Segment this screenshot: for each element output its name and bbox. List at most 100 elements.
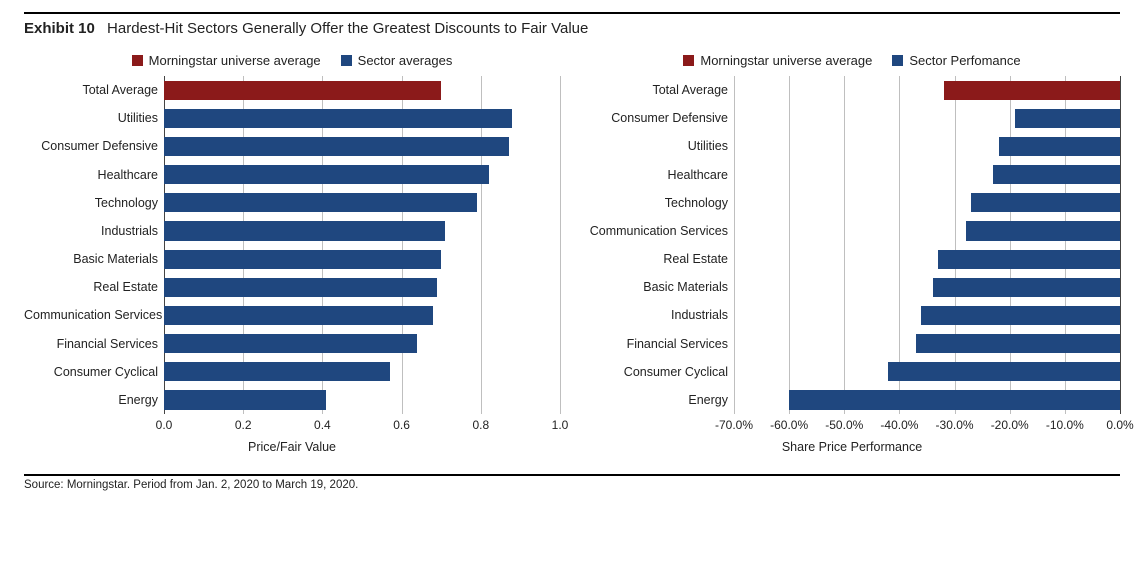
legend-item: Morningstar universe average xyxy=(683,53,872,68)
legend-item: Sector Perfomance xyxy=(892,53,1020,68)
bar-track xyxy=(164,358,560,386)
legend-label: Sector Perfomance xyxy=(909,53,1020,68)
bar-track xyxy=(164,76,560,104)
bar xyxy=(938,250,1120,269)
bar-row: Real Estate xyxy=(24,273,560,301)
category-label: Financial Services xyxy=(24,337,164,351)
category-label: Real Estate xyxy=(24,280,164,294)
category-label: Financial Services xyxy=(584,337,734,351)
xtick-label: 1.0 xyxy=(552,418,569,432)
bar-track xyxy=(734,386,1120,414)
bar-row: Financial Services xyxy=(584,330,1120,358)
bar-row: Total Average xyxy=(584,76,1120,104)
right-chart: Morningstar universe average Sector Perfo… xyxy=(584,53,1120,454)
bar-track xyxy=(734,104,1120,132)
gridline xyxy=(1120,76,1121,414)
xtick-label: -10.0% xyxy=(1046,418,1084,432)
category-label: Consumer Defensive xyxy=(584,111,734,125)
xtick-label: 0.0 xyxy=(156,418,173,432)
bar-row: Technology xyxy=(24,189,560,217)
bar-track xyxy=(164,217,560,245)
bar xyxy=(1015,109,1120,128)
legend-swatch xyxy=(341,55,352,66)
bar xyxy=(164,221,445,240)
bar xyxy=(164,81,441,100)
left-chart: Morningstar universe averageSector avera… xyxy=(24,53,560,454)
bar xyxy=(164,334,417,353)
bar xyxy=(164,250,441,269)
xtick-label: -50.0% xyxy=(825,418,863,432)
bar xyxy=(916,334,1120,353)
exhibit-number: Exhibit 10 xyxy=(24,20,95,37)
xtick-label: 0.4 xyxy=(314,418,331,432)
bar-row: Consumer Defensive xyxy=(584,104,1120,132)
category-label: Consumer Defensive xyxy=(24,139,164,153)
bar-row: Basic Materials xyxy=(584,273,1120,301)
bar-track xyxy=(734,330,1120,358)
category-label: Communication Services xyxy=(24,308,164,322)
bar-row: Communication Services xyxy=(584,217,1120,245)
bar-track xyxy=(734,161,1120,189)
bar-track xyxy=(734,76,1120,104)
xtick-label: -70.0% xyxy=(715,418,753,432)
bar-track xyxy=(734,132,1120,160)
bar-track xyxy=(164,161,560,189)
bar-track xyxy=(734,189,1120,217)
bar-track xyxy=(164,132,560,160)
bar-track xyxy=(164,330,560,358)
bar xyxy=(164,109,512,128)
category-label: Total Average xyxy=(584,83,734,97)
bar-row: Consumer Defensive xyxy=(24,132,560,160)
xtick-label: -30.0% xyxy=(936,418,974,432)
legend-right: Morningstar universe average Sector Perfo… xyxy=(584,53,1120,68)
bar-track xyxy=(734,245,1120,273)
bar-track xyxy=(164,273,560,301)
category-label: Technology xyxy=(24,196,164,210)
category-label: Healthcare xyxy=(24,168,164,182)
bar xyxy=(921,306,1120,325)
bar-track xyxy=(164,104,560,132)
category-label: Industrials xyxy=(24,224,164,238)
xtick-label: -20.0% xyxy=(991,418,1029,432)
category-label: Basic Materials xyxy=(584,280,734,294)
bar xyxy=(164,165,489,184)
bar-track xyxy=(164,189,560,217)
bar xyxy=(164,137,509,156)
bar-track xyxy=(734,358,1120,386)
bar xyxy=(789,390,1120,409)
source-note: Source: Morningstar. Period from Jan. 2,… xyxy=(24,476,1120,491)
bar xyxy=(993,165,1120,184)
bar-track xyxy=(164,301,560,329)
legend-swatch xyxy=(683,55,694,66)
bar-row: Energy xyxy=(584,386,1120,414)
legend-swatch xyxy=(892,55,903,66)
bar-track xyxy=(734,301,1120,329)
category-label: Industrials xyxy=(584,308,734,322)
legend-label: Morningstar universe average xyxy=(700,53,872,68)
legend-swatch xyxy=(132,55,143,66)
bar-row: Industrials xyxy=(584,301,1120,329)
category-label: Consumer Cyclical xyxy=(584,365,734,379)
bar-row: Real Estate xyxy=(584,245,1120,273)
category-label: Healthcare xyxy=(584,168,734,182)
right-plot: Total Average Consumer Defensive Utilities… xyxy=(584,76,1120,436)
bar xyxy=(164,390,326,409)
bar-track xyxy=(164,386,560,414)
legend-left: Morningstar universe averageSector avera… xyxy=(24,53,560,68)
bar-track xyxy=(734,273,1120,301)
exhibit-title-text: Hardest-Hit Sectors Generally Offer the … xyxy=(107,20,588,37)
bar xyxy=(164,193,477,212)
category-label: Energy xyxy=(24,393,164,407)
right-xlabel: Share Price Performance xyxy=(584,440,1120,454)
bar-row: Industrials xyxy=(24,217,560,245)
bar-row: Communication Services xyxy=(24,301,560,329)
bar-row: Utilities xyxy=(584,132,1120,160)
bar xyxy=(933,278,1120,297)
bar xyxy=(888,362,1120,381)
bar-row: Financial Services xyxy=(24,330,560,358)
category-label: Utilities xyxy=(584,139,734,153)
bar-track xyxy=(164,245,560,273)
xtick-label: 0.0% xyxy=(1106,418,1133,432)
bar xyxy=(164,278,437,297)
category-label: Utilities xyxy=(24,111,164,125)
